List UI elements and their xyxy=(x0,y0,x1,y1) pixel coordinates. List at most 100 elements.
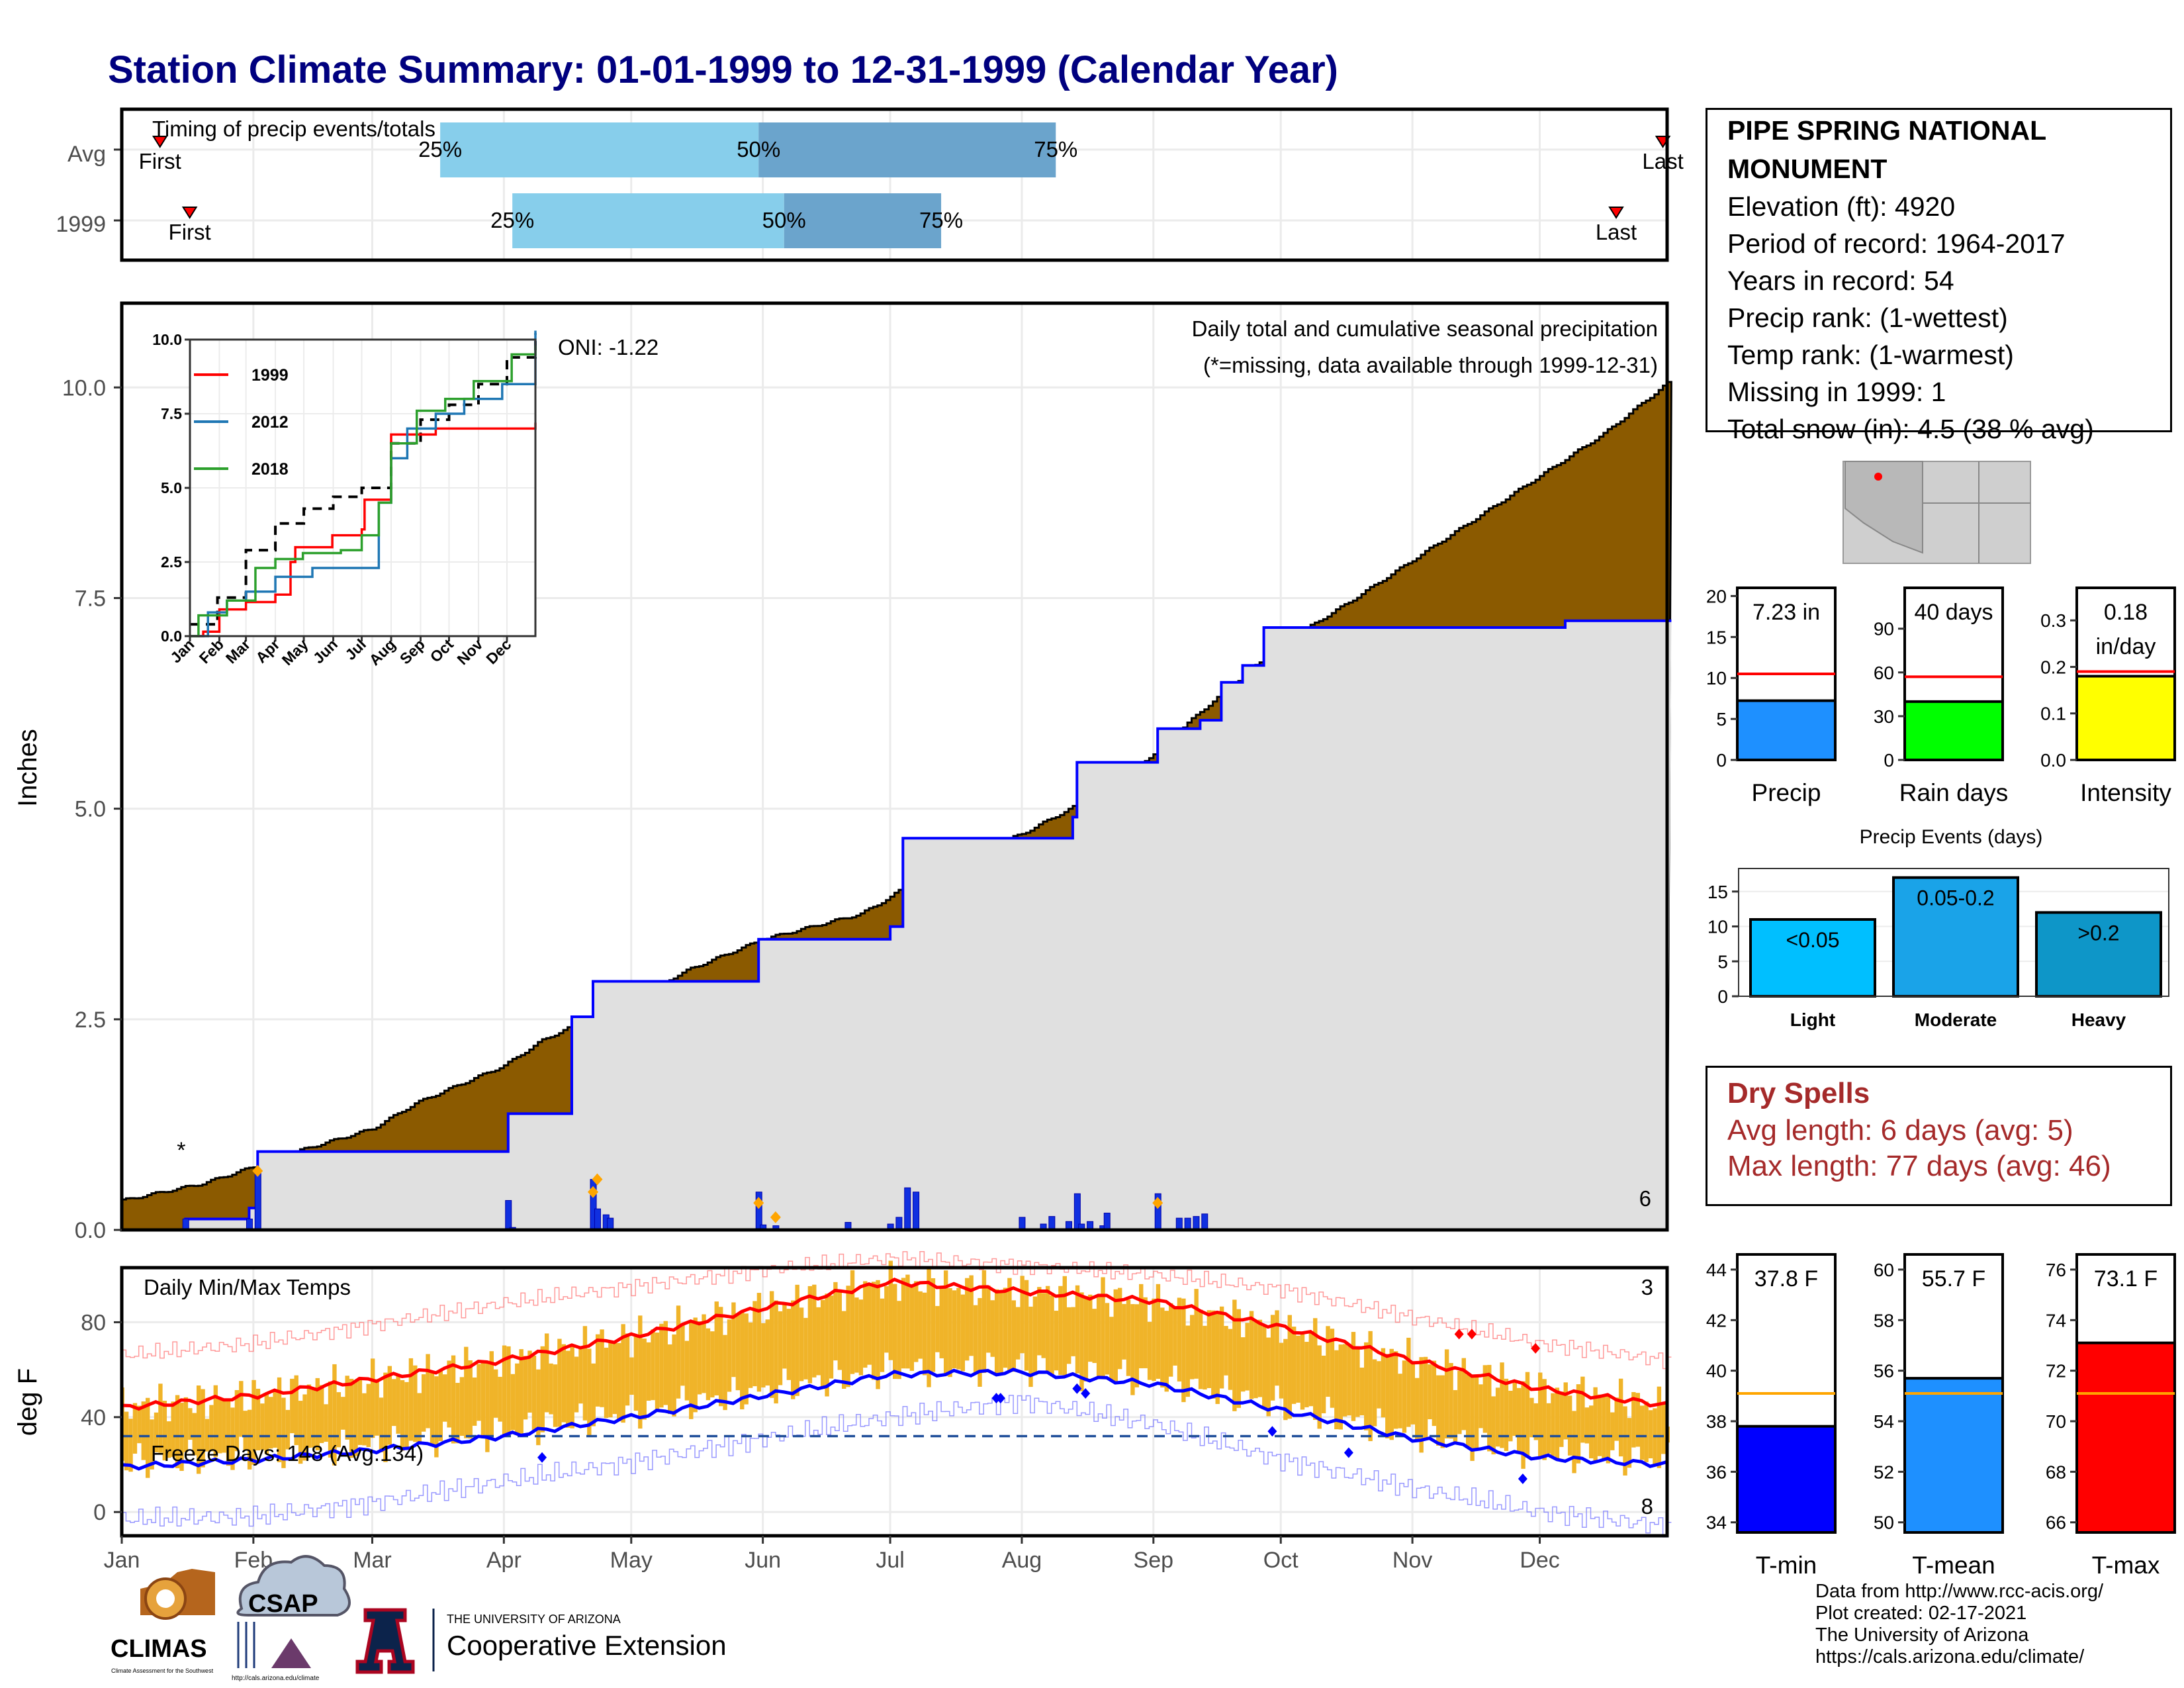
daily-temp-range-bar xyxy=(638,1315,643,1429)
csap-wordmark: CSAP xyxy=(248,1590,318,1618)
daily-temp-range-bar xyxy=(417,1393,422,1443)
daily-temp-range-bar xyxy=(506,1346,511,1436)
daily-temp-range-bar xyxy=(1355,1346,1360,1417)
daily-temp-range-bar xyxy=(1584,1407,1590,1444)
precip-y-axis-label: Inches xyxy=(13,729,42,807)
daily-temp-range-bar xyxy=(1546,1403,1551,1454)
daily-precip-bar xyxy=(1201,1213,1208,1231)
daily-temp-range-bar xyxy=(833,1282,838,1361)
daily-temp-range-bar xyxy=(132,1403,138,1454)
daily-temp-range-bar xyxy=(1334,1350,1339,1430)
daily-temp-range-bar xyxy=(761,1323,766,1387)
cumulative-1999-line xyxy=(122,619,1672,1231)
daily-temp-range-bar xyxy=(183,1397,189,1452)
inset-ytick-label-1: 2.5 xyxy=(161,553,182,571)
daily-temp-range-bar xyxy=(578,1346,583,1404)
daily-temp-range-bar xyxy=(502,1345,507,1436)
daily-temp-range-bar xyxy=(1521,1381,1525,1469)
tmin-summary-ytick-label-0: 34 xyxy=(1706,1513,1727,1533)
tmean-summary-ytick-label-3: 56 xyxy=(1874,1361,1894,1382)
daily-temp-range-bar xyxy=(222,1400,226,1453)
daily-temp-range-bar xyxy=(544,1333,549,1413)
daily-temp-range-bar xyxy=(778,1311,783,1385)
daily-temp-range-bar xyxy=(1083,1295,1089,1382)
daily-temp-range-bar xyxy=(1504,1378,1509,1451)
timing-bar-q50-q75-0 xyxy=(758,122,1056,177)
daily-temp-range-bar xyxy=(702,1314,706,1393)
precip-summary-bar xyxy=(1736,699,1837,761)
daily-temp-range-bar xyxy=(1160,1307,1165,1387)
temp-y-axis: 0 40 80 xyxy=(81,1310,122,1525)
daily-temp-range-bar xyxy=(621,1324,625,1423)
events-bar-label-light: <0.05 xyxy=(1786,928,1840,952)
daily-temp-range-bar xyxy=(858,1299,864,1376)
daily-temp-range-bar xyxy=(1423,1356,1428,1439)
daily-temp-range-bar xyxy=(1406,1337,1411,1427)
daily-precip-bar xyxy=(607,1217,614,1231)
timing-bar-q25-q50-0 xyxy=(440,122,759,177)
daily-temp-range-bar xyxy=(243,1411,248,1451)
daily-temp-range-bar xyxy=(1283,1338,1288,1421)
daily-temp-range-bar xyxy=(931,1278,936,1372)
intensity-summary-ytick-label-0: 0.0 xyxy=(2040,750,2066,771)
daily-temp-range-bar xyxy=(897,1301,901,1380)
daily-temp-range-bar xyxy=(1058,1286,1063,1376)
daily-temp-range-bar xyxy=(277,1377,282,1462)
precip-ytick-label-3: 7.5 xyxy=(75,586,106,611)
daily-temp-range-bar xyxy=(213,1385,218,1458)
page-title: Station Climate Summary: 01-01-1999 to 1… xyxy=(108,48,1338,91)
daily-temp-range-bar xyxy=(281,1397,286,1468)
daily-temp-range-bar xyxy=(1372,1359,1377,1427)
daily-temp-range-bar xyxy=(1508,1390,1513,1442)
daily-temp-range-bar xyxy=(375,1379,379,1436)
daily-precip-bar xyxy=(1175,1217,1183,1231)
daily-temp-range-bar xyxy=(1275,1310,1279,1386)
daily-temp-range-bar xyxy=(480,1362,486,1439)
timing-q25_label-0: 25% xyxy=(418,137,462,162)
daily-temp-range-bar xyxy=(1134,1304,1140,1387)
station-name: PIPE SPRING NATIONAL MONUMENT xyxy=(1727,115,2046,184)
daily-temp-range-bar xyxy=(1657,1386,1662,1468)
temp-xtick-label-10: Nov xyxy=(1392,1548,1432,1573)
daily-temp-range-bar xyxy=(629,1357,634,1395)
station-total-snow: Total snow (in): 4.5 (38 % avg) xyxy=(1727,414,2094,444)
daily-temp-range-bar xyxy=(1257,1319,1263,1397)
daily-temp-range-bar xyxy=(705,1328,711,1401)
daily-temp-range-bar xyxy=(523,1356,528,1420)
dry-spells-avg: Avg length: 6 days (avg: 5) xyxy=(1727,1114,2073,1147)
daily-temp-range-bar xyxy=(1139,1284,1144,1369)
daily-temp-range-bar xyxy=(663,1321,668,1405)
events-ytick-label-3: 15 xyxy=(1707,882,1728,902)
daily-temp-range-bar xyxy=(978,1297,982,1387)
inset-ytick-label-3: 7.5 xyxy=(161,405,182,422)
tmax-summary-ytick-label-1: 68 xyxy=(2046,1462,2066,1482)
daily-temp-range-bar xyxy=(842,1311,846,1389)
inset-series-line-2018 xyxy=(190,345,537,637)
daily-temp-range-bar xyxy=(1602,1394,1606,1461)
daily-temp-range-bar xyxy=(918,1291,923,1359)
daily-temp-range-bar xyxy=(994,1289,999,1374)
daily-temp-range-bar xyxy=(642,1338,647,1420)
daily-temp-range-bar xyxy=(820,1299,825,1389)
daily-temp-range-bar xyxy=(1003,1288,1008,1368)
temp-x-axis: Jan Feb Mar Apr May Jun Jul Aug Sep Oct Nov Dec xyxy=(104,1536,1560,1573)
daily-temp-range-bar xyxy=(387,1366,392,1445)
daily-temp-range-bar xyxy=(1482,1365,1488,1433)
precip-ytick-label-4: 10.0 xyxy=(62,375,106,400)
daily-temp-range-bar xyxy=(591,1363,596,1427)
daily-temp-range-bar xyxy=(608,1342,613,1418)
events-bar-label-moderate: 0.05-0.2 xyxy=(1917,886,1994,910)
daily-temp-range-bar xyxy=(485,1361,490,1452)
daily-temp-range-bar xyxy=(209,1405,214,1452)
daily-temp-range-bar xyxy=(1211,1310,1216,1399)
extreme-precip-marker-icon xyxy=(252,1164,263,1177)
daily-temp-range-bar xyxy=(311,1388,316,1448)
daily-temp-range-bar xyxy=(1572,1411,1576,1474)
extreme-min-marker-icon xyxy=(1518,1473,1527,1484)
tmean-summary-ytick-label-1: 52 xyxy=(1874,1462,1894,1482)
daily-temp-range-bar xyxy=(124,1411,129,1471)
dry-spells-title: Dry Spells xyxy=(1727,1077,1870,1109)
daily-temp-range-bar xyxy=(1245,1323,1250,1391)
ua-a-shield-icon xyxy=(355,1608,415,1674)
